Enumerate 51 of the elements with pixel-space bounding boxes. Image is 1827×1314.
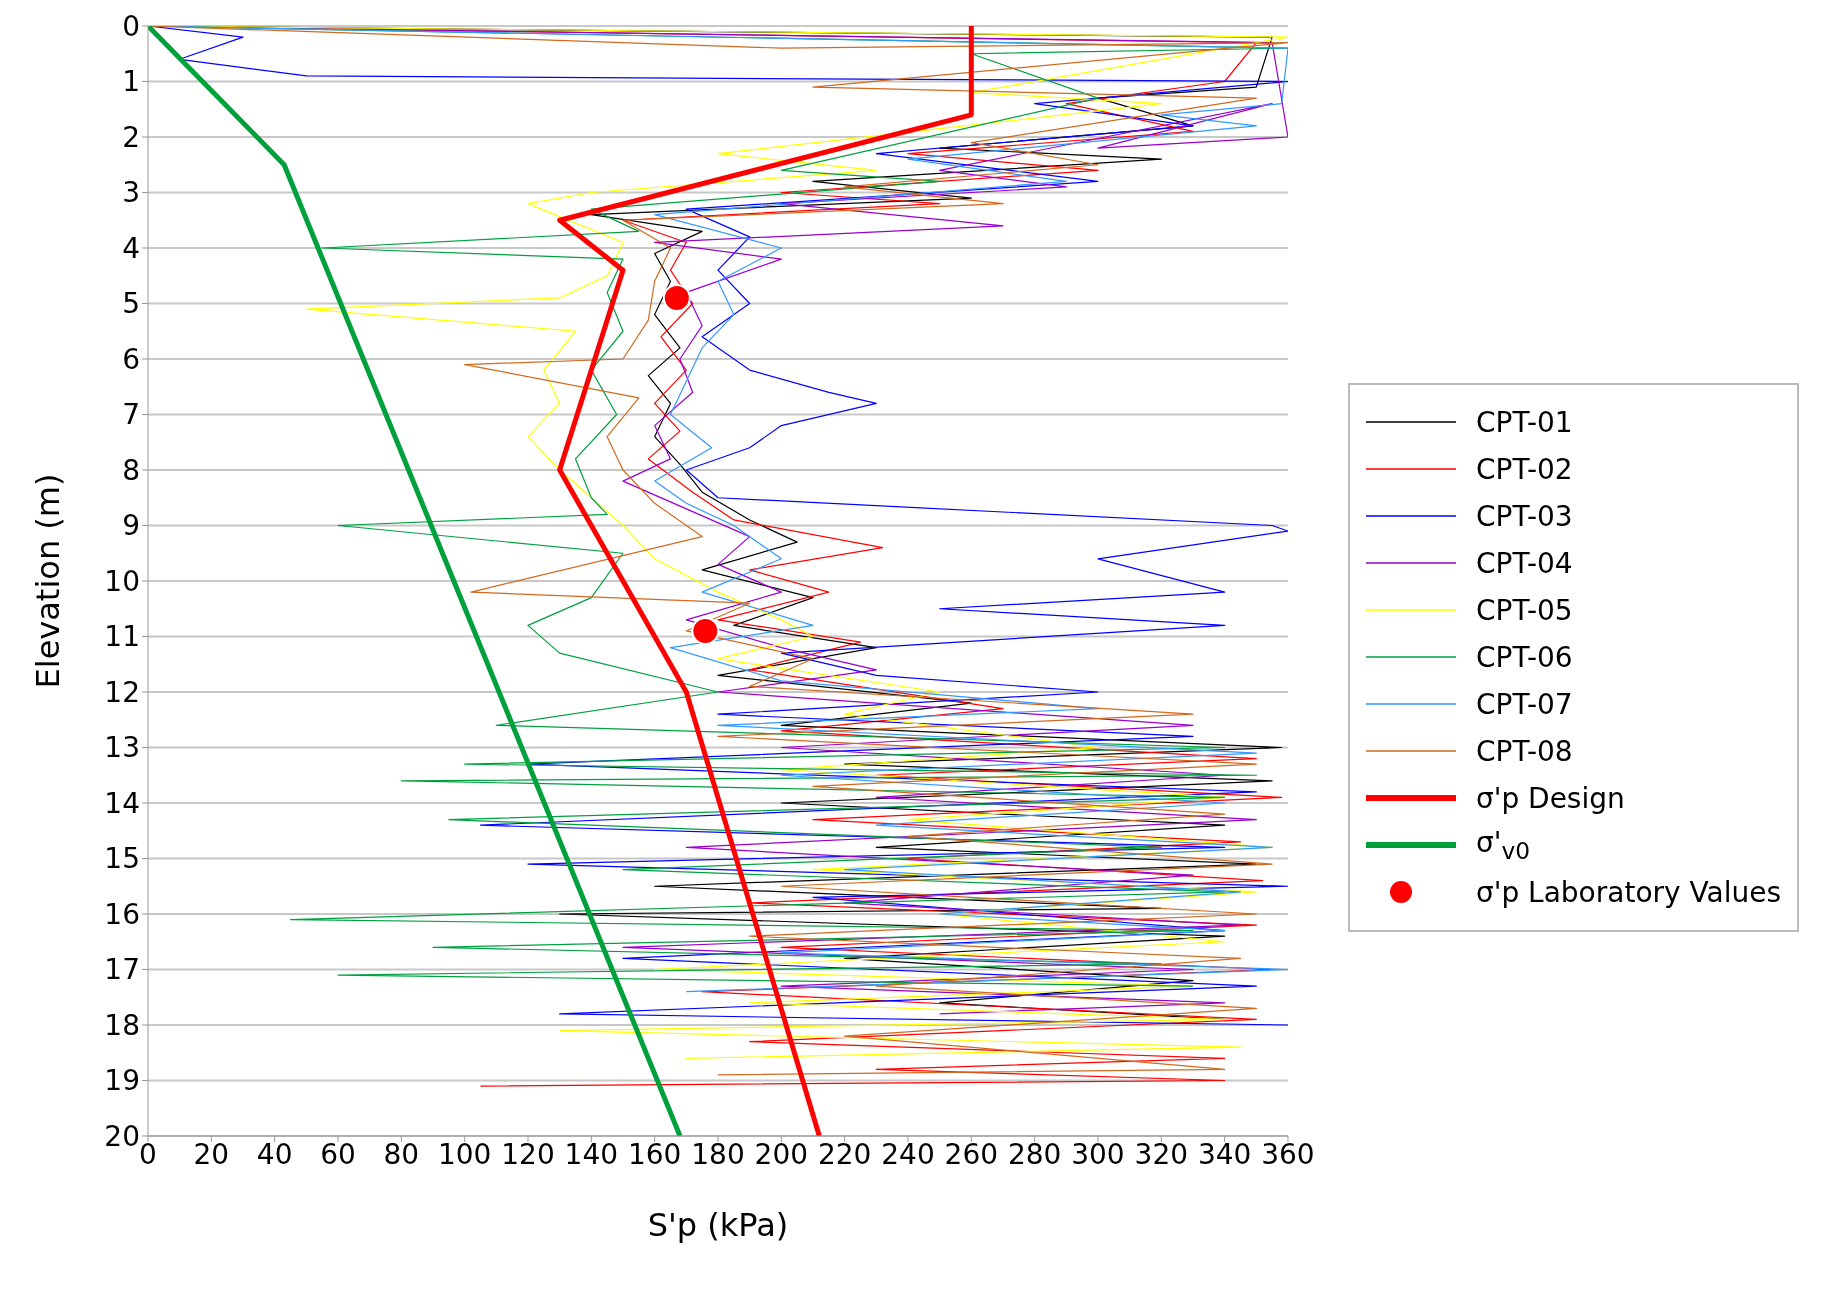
legend-label: CPT-03 <box>1475 499 1573 533</box>
y-tick-label: 18 <box>104 1008 140 1042</box>
legend-label: σ'p Laboratory Values <box>1475 875 1781 909</box>
y-tick-label: 11 <box>104 620 140 654</box>
x-tick-label: 80 <box>383 1137 420 1171</box>
y-tick-label: 2 <box>122 120 140 154</box>
x-tick-label: 40 <box>256 1137 293 1171</box>
x-tick-label: 320 <box>1134 1137 1189 1171</box>
y-tick-label: 5 <box>122 287 140 321</box>
y-tick-label: 8 <box>122 453 140 487</box>
x-tick-label: 20 <box>193 1137 230 1171</box>
y-tick-label: 17 <box>104 953 140 987</box>
legend-label: CPT-06 <box>1475 640 1573 674</box>
y-tick-label: 7 <box>122 398 140 432</box>
y-tick-label: 19 <box>104 1064 140 1098</box>
x-tick-label: 60 <box>320 1137 356 1171</box>
y-tick-label: 14 <box>104 786 140 820</box>
y-tick-label: 15 <box>104 842 140 876</box>
x-tick-label: 100 <box>437 1137 492 1171</box>
x-tick-label: 360 <box>1261 1137 1315 1171</box>
x-tick-label: 200 <box>754 1137 809 1171</box>
x-tick-label: 260 <box>944 1137 999 1171</box>
y-tick-label: 1 <box>122 65 140 99</box>
legend-label: σ'p Design <box>1475 781 1625 815</box>
legend-label: CPT-02 <box>1475 452 1573 486</box>
y-tick-label: 12 <box>104 675 140 709</box>
x-tick-label: 220 <box>817 1137 872 1171</box>
y-tick-label: 4 <box>122 231 140 265</box>
legend-label: CPT-08 <box>1475 734 1573 768</box>
y-tick-label: 6 <box>122 342 140 376</box>
y-tick-label: 0 <box>122 9 140 43</box>
legend-label: CPT-07 <box>1475 687 1573 721</box>
x-tick-label: 340 <box>1197 1137 1252 1171</box>
x-tick-label: 280 <box>1007 1137 1062 1171</box>
legend-label: σ'$_{v0}$ <box>1475 825 1531 865</box>
x-axis-title: S'p (kPa) <box>647 1206 789 1244</box>
legend-label: CPT-05 <box>1475 593 1573 627</box>
x-tick-label: 140 <box>564 1137 619 1171</box>
y-tick-label: 16 <box>104 897 140 931</box>
y-tick-label: 10 <box>104 564 140 598</box>
x-tick-label: 160 <box>627 1137 682 1171</box>
x-tick-label: 240 <box>881 1137 935 1171</box>
y-axis-title: Elevation (m) <box>29 473 68 689</box>
legend-label: CPT-04 <box>1475 546 1573 580</box>
x-tick-label: 120 <box>501 1137 555 1171</box>
y-tick-label: 3 <box>122 176 140 210</box>
x-tick-label: 180 <box>691 1137 745 1171</box>
y-tick-label: 13 <box>104 731 140 765</box>
legend-label: CPT-01 <box>1475 405 1573 439</box>
x-tick-label: 300 <box>1071 1137 1125 1171</box>
y-tick-label: 9 <box>122 509 140 543</box>
